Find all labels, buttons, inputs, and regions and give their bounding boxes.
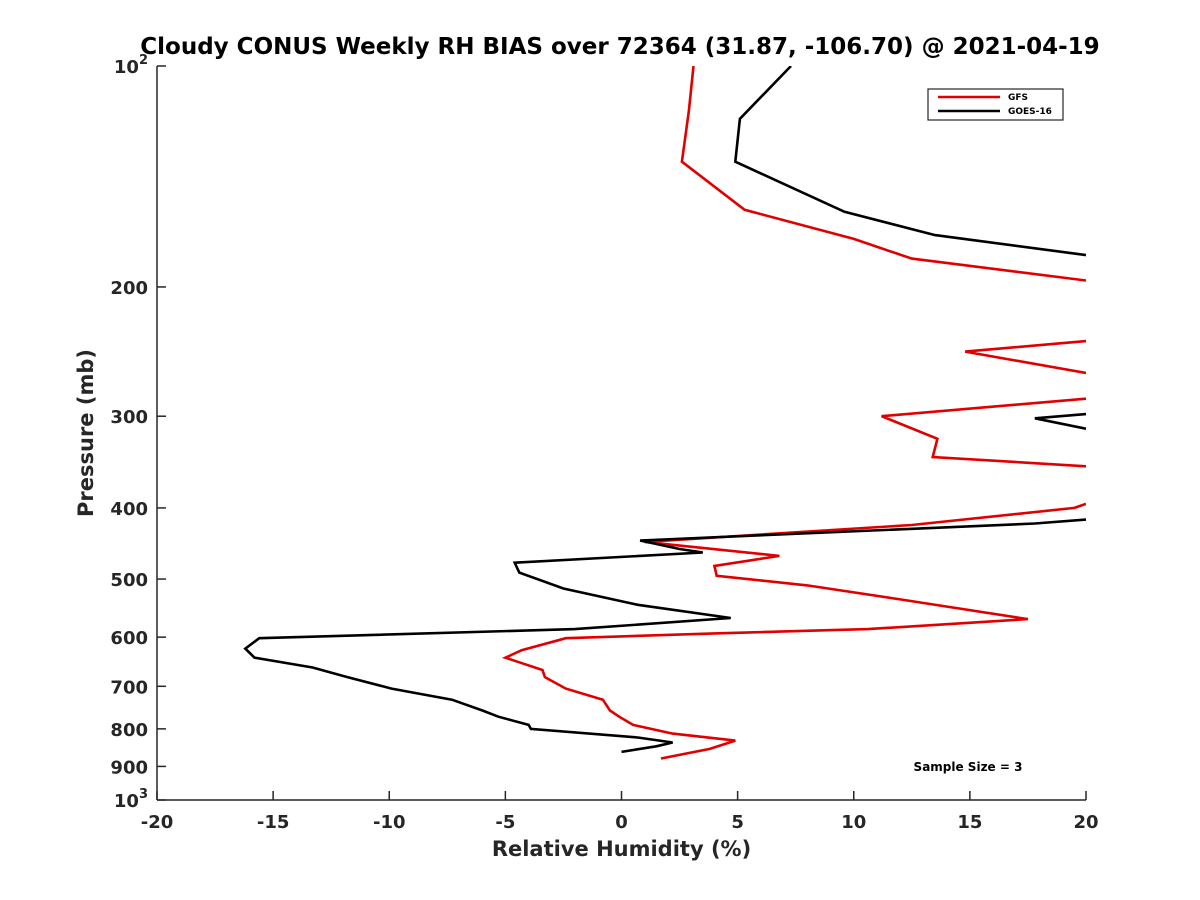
y-tick-label: 500 xyxy=(110,570,148,591)
legend: GFS GOES-16 xyxy=(927,88,1064,121)
x-tick-label: -10 xyxy=(373,812,406,833)
x-tick-label: -5 xyxy=(495,812,515,833)
series-line-gfs xyxy=(964,339,1086,375)
x-tick-label: -15 xyxy=(257,812,290,833)
legend-box xyxy=(927,88,1064,121)
x-axis-label: Relative Humidity (%) xyxy=(492,837,751,861)
y-tick-label: 102 xyxy=(114,53,148,78)
x-ticks: -20 -15 -10 -5 0 5 10 15 20 xyxy=(141,791,1099,833)
y-tick-label: 400 xyxy=(110,499,148,520)
series-line-goes-16 xyxy=(733,66,1086,257)
x-tick-label: 15 xyxy=(957,812,982,833)
y-tick-label: 103 xyxy=(114,787,148,812)
y-axis-label: Pressure (mb) xyxy=(74,349,98,517)
x-tick-label: 0 xyxy=(615,812,628,833)
series-line-gfs xyxy=(680,66,1086,282)
y-tick-label: 300 xyxy=(110,407,148,428)
x-tick-label: 20 xyxy=(1073,812,1098,833)
y-tick-label: 200 xyxy=(110,278,148,299)
y-tick-label: 800 xyxy=(110,720,148,741)
series-line-goes-16 xyxy=(243,518,1086,754)
x-tick-label: 10 xyxy=(841,812,866,833)
x-tick-label: 5 xyxy=(731,812,744,833)
series-line-gfs xyxy=(881,397,1086,468)
y-ticks: 102 200 300 400 500 600 700 800 900 103 xyxy=(110,53,166,812)
y-tick-label: 900 xyxy=(110,757,148,778)
plot-area: -20 -15 -10 -5 0 5 10 15 20 102 200 300 400 500 600 70… xyxy=(110,53,1098,833)
legend-label: GOES-16 xyxy=(1008,107,1052,117)
x-tick-label: -20 xyxy=(141,812,174,833)
chart-title: Cloudy CONUS Weekly RH BIAS over 72364 (… xyxy=(140,34,1099,60)
sample-size-annotation: Sample Size = 3 xyxy=(914,760,1023,774)
y-tick-label: 600 xyxy=(110,628,148,649)
legend-label: GFS xyxy=(1008,93,1028,103)
y-tick-label: 700 xyxy=(110,677,148,698)
series-line-gfs xyxy=(501,502,1086,760)
series-line-goes-16 xyxy=(1034,412,1086,430)
series-layer xyxy=(243,66,1086,760)
